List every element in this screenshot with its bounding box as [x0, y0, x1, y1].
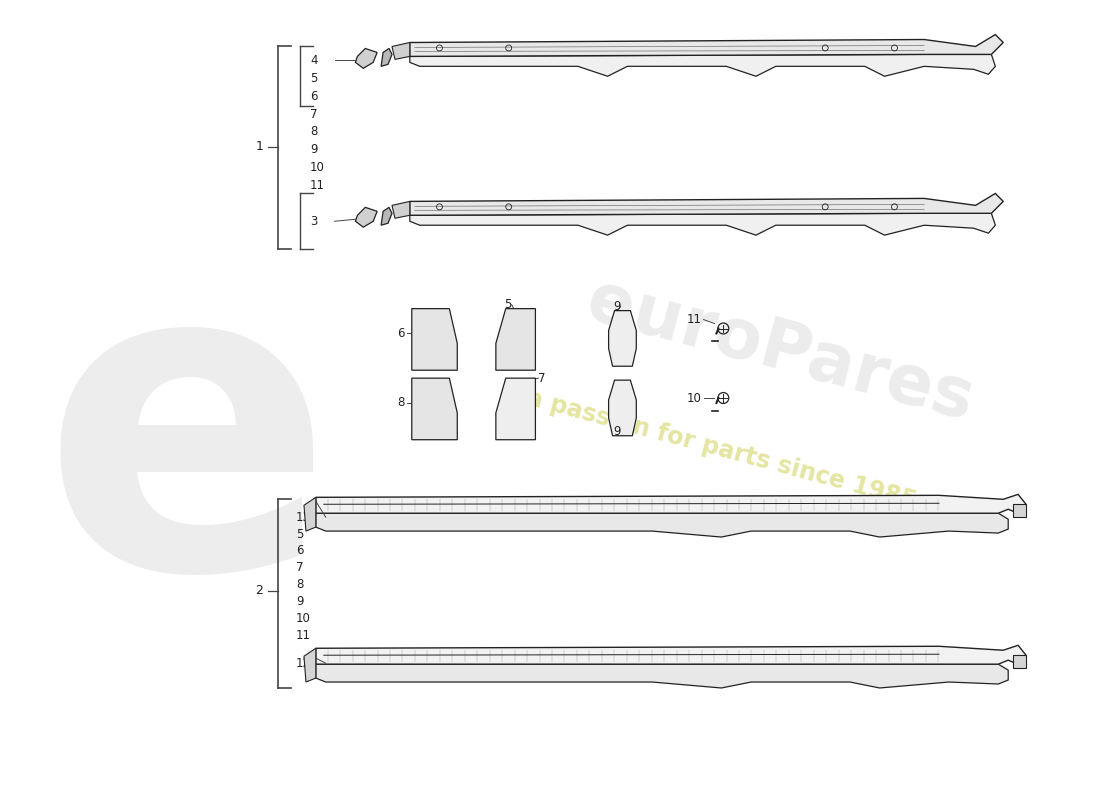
Text: 9: 9 — [613, 426, 620, 438]
Text: 5: 5 — [310, 72, 317, 85]
Polygon shape — [381, 207, 392, 226]
Text: 3: 3 — [310, 214, 317, 228]
Polygon shape — [355, 49, 377, 68]
Text: 5: 5 — [296, 527, 304, 541]
Polygon shape — [316, 514, 1009, 537]
Text: a passion for parts since 1985: a passion for parts since 1985 — [524, 386, 918, 514]
Text: 11: 11 — [686, 313, 702, 326]
Polygon shape — [304, 648, 316, 682]
Polygon shape — [496, 309, 536, 370]
Polygon shape — [410, 194, 1003, 215]
Text: 6: 6 — [310, 90, 318, 102]
Polygon shape — [392, 42, 410, 59]
Text: 10: 10 — [296, 612, 311, 625]
Text: 8: 8 — [296, 578, 304, 591]
Text: 6: 6 — [397, 327, 405, 340]
Text: 1: 1 — [255, 140, 263, 154]
Polygon shape — [316, 664, 1009, 688]
Polygon shape — [410, 54, 996, 76]
Polygon shape — [392, 202, 410, 218]
Polygon shape — [410, 34, 1003, 57]
Polygon shape — [608, 380, 636, 436]
Text: e: e — [42, 241, 333, 658]
Polygon shape — [1013, 504, 1026, 517]
Polygon shape — [411, 309, 458, 370]
Text: 6: 6 — [296, 545, 304, 558]
Polygon shape — [316, 646, 1026, 665]
Text: 7: 7 — [296, 562, 304, 574]
Polygon shape — [411, 378, 458, 440]
Text: euroPares: euroPares — [580, 266, 981, 434]
Text: 9: 9 — [310, 143, 318, 156]
Text: 8: 8 — [397, 397, 405, 410]
Text: 7: 7 — [310, 107, 318, 121]
Polygon shape — [410, 214, 996, 235]
Text: 9: 9 — [296, 595, 304, 608]
Polygon shape — [355, 207, 377, 227]
Polygon shape — [496, 378, 536, 440]
Text: 4: 4 — [310, 54, 318, 67]
Text: 11: 11 — [310, 179, 324, 192]
Text: 10: 10 — [310, 161, 324, 174]
Text: 9: 9 — [613, 300, 620, 313]
Text: 11: 11 — [296, 629, 311, 642]
Text: 8: 8 — [310, 126, 317, 138]
Text: 13: 13 — [296, 510, 311, 524]
Polygon shape — [1013, 655, 1026, 668]
Polygon shape — [316, 494, 1026, 514]
Text: 10: 10 — [686, 391, 702, 405]
Polygon shape — [304, 498, 316, 531]
Text: 2: 2 — [255, 584, 263, 597]
Text: 5: 5 — [504, 298, 512, 311]
Polygon shape — [381, 49, 392, 66]
Text: 7: 7 — [538, 372, 546, 385]
Text: 12: 12 — [296, 657, 311, 670]
Polygon shape — [608, 310, 636, 366]
